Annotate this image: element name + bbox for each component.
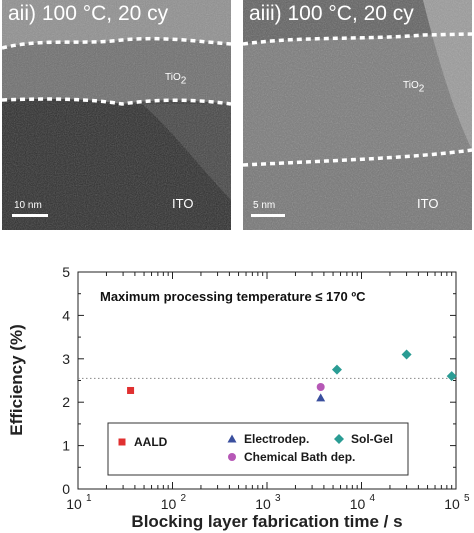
efficiency-chart: 0 1 2 3 4 5 10 1 10 2 10 3 10 4 10 5 Maximum processin… [7,264,470,531]
substrate-label-aii: ITO [172,196,194,211]
panel-label-aii: aii) 100 °C, 20 cy [8,2,169,25]
legend: AALD Electrodep. Chemical Bath dep. Sol-Gel [107,422,409,476]
film-label-aiii: TiO2 [403,80,425,95]
x-tick-label: 10 [255,496,271,512]
y-tick-label: 3 [62,351,70,367]
x-tick-exponent: 5 [464,493,470,504]
scale-bar-aii [12,214,48,217]
tem-image-aii: aii) 100 °C, 20 cy TiO2 ITO 10 nm [2,0,231,230]
legend-marker-diamond [334,434,344,444]
data-point-circle [316,383,325,392]
scale-label-aii: 10 nm [14,200,42,211]
y-axis-label: Efficiency (%) [7,324,26,435]
legend-box [107,422,409,476]
y-axis: 0 1 2 3 4 5 [62,264,456,497]
x-axis: 10 1 10 2 10 3 10 4 10 5 [66,272,470,512]
data-point-square [127,386,135,394]
temperature-annotation: Maximum processing temperature ≤ 170 ºC [100,289,366,304]
x-tick-exponent: 2 [181,493,187,504]
tem-image-aiii: aiii) 100 °C, 20 cy TiO2 ITO 5 nm [243,0,472,230]
data-point-diamond [446,371,457,382]
x-tick-label: 10 [350,496,366,512]
substrate-label-aiii: ITO [417,196,439,211]
data-point-triangle [316,393,326,402]
y-tick-label: 4 [62,307,70,323]
x-tick-exponent: 3 [275,493,281,504]
tem-micrograph-aii [2,0,231,230]
y-tick-label: 1 [62,438,70,454]
x-tick-exponent: 4 [370,493,376,504]
legend-marker-triangle [227,434,237,443]
x-tick-label: 10 [66,496,82,512]
legend-label: Chemical Bath dep. [244,450,355,464]
legend-marker-square [118,438,126,446]
x-axis-label: Blocking layer fabrication time / s [131,512,402,531]
y-tick-label: 2 [62,394,70,410]
film-label-aii: TiO2 [165,72,187,87]
scale-label-aiii: 5 nm [253,200,276,211]
data-points [127,349,457,402]
x-tick-exponent: 1 [86,493,92,504]
x-tick-label: 10 [161,496,177,512]
y-tick-label: 5 [62,264,70,280]
data-point-diamond [401,349,412,360]
legend-label: Electrodep. [244,432,309,446]
x-tick-label: 10 [444,496,460,512]
panel-label-aiii: aiii) 100 °C, 20 cy [249,2,414,25]
tem-micrograph-aiii [243,0,472,230]
data-point-diamond [331,364,342,375]
legend-label: Sol-Gel [351,432,393,446]
y-tick-label: 0 [62,481,70,497]
legend-label: AALD [134,435,168,449]
scale-bar-aiii [251,214,285,217]
legend-marker-circle [228,453,236,461]
